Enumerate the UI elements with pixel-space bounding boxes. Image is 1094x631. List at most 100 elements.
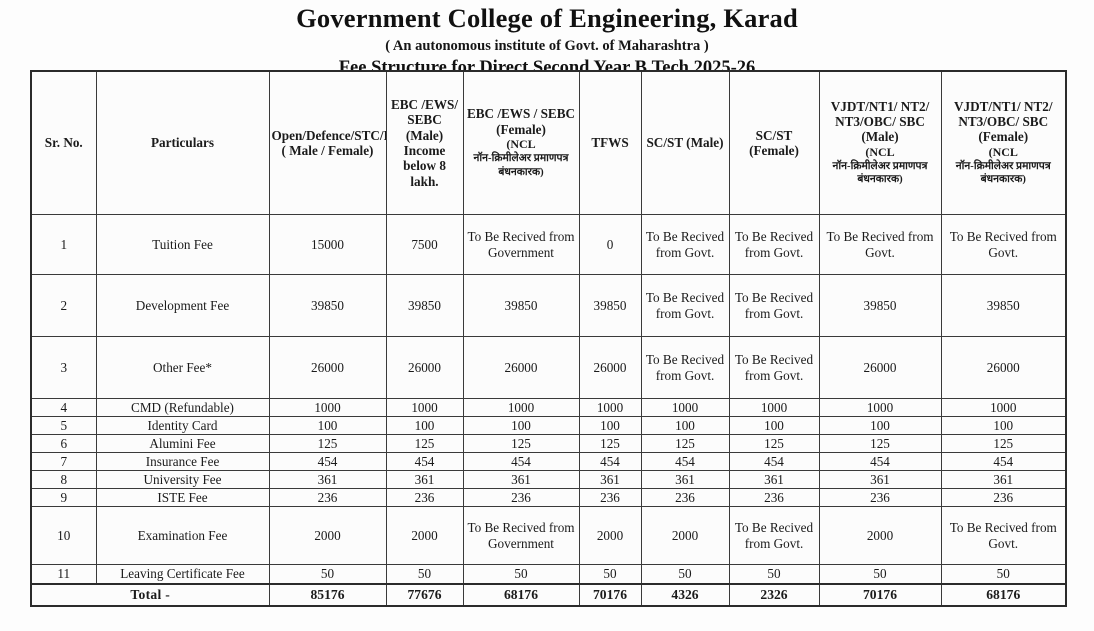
table-header: Sr. No. Particulars Open/Defence/STC/PTC… — [30, 70, 1067, 215]
header-devanagari-text: नॉन-क्रिमीलेअर प्रमाणपत्र बंधनकारक) — [473, 153, 569, 178]
cell-ebc-male: 361 — [385, 470, 464, 489]
cell-particulars: CMD (Refundable) — [95, 398, 270, 417]
column-header-sc-st-female: SC/ST (Female) — [728, 70, 820, 215]
cell-open: 1000 — [268, 398, 387, 417]
cell-sr-no: 4 — [30, 398, 97, 417]
cell-tfws: 361 — [578, 470, 642, 489]
cell-sc-female: 125 — [728, 434, 820, 453]
cell-open: 125 — [268, 434, 387, 453]
cell-particulars: Leaving Certificate Fee — [95, 564, 270, 585]
total-vjdt-female: 68176 — [940, 583, 1067, 607]
cell-vjdt-male: 1000 — [818, 398, 942, 417]
cell-sc-female: 1000 — [728, 398, 820, 417]
cell-ebc-female: To Be Recived from Government — [462, 506, 580, 565]
table-row: 10 Examination Fee 2000 2000 To Be Reciv… — [30, 506, 1067, 565]
cell-tfws: 26000 — [578, 336, 642, 399]
cell-sc-female: 100 — [728, 416, 820, 435]
cell-tfws: 454 — [578, 452, 642, 471]
cell-sc-female: To Be Recived from Govt. — [728, 214, 820, 275]
cell-sr-no: 2 — [30, 274, 97, 337]
cell-sr-no: 9 — [30, 488, 97, 507]
cell-sc-female: 361 — [728, 470, 820, 489]
column-header-vjdt-female: VJDT/NT1/ NT2/ NT3/OBC/ SBC (Female) (NC… — [940, 70, 1067, 215]
total-tfws: 70176 — [578, 583, 642, 607]
header-main-text: VJDT/NT1/ NT2/ NT3/OBC/ SBC (Male) — [830, 98, 930, 145]
cell-vjdt-female: To Be Recived from Govt. — [940, 506, 1067, 565]
header-devanagari-text: नॉन-क्रिमीलेअर प्रमाणपत्र बंधनकारक) — [955, 160, 1051, 186]
table-row: 5 Identity Card 100 100 100 100 100 100 … — [30, 416, 1067, 435]
cell-particulars: Other Fee* — [95, 336, 270, 399]
cell-vjdt-male: 26000 — [818, 336, 942, 399]
cell-open: 15000 — [268, 214, 387, 275]
column-header-ebc-ews-sebc-male: EBC /EWS/ SEBC (Male) Income below 8 lak… — [385, 70, 464, 215]
cell-particulars: Examination Fee — [95, 506, 270, 565]
header-main-text: EBC /EWS / SEBC (Female) — [466, 106, 576, 137]
cell-sc-male: 454 — [640, 452, 730, 471]
cell-ebc-male: 2000 — [385, 506, 464, 565]
cell-particulars: ISTE Fee — [95, 488, 270, 507]
cell-vjdt-female: 39850 — [940, 274, 1067, 337]
cell-vjdt-female: 26000 — [940, 336, 1067, 399]
document-subtitle: ( An autonomous institute of Govt. of Ma… — [385, 37, 709, 54]
cell-sc-female: 50 — [728, 564, 820, 585]
cell-sc-female: 454 — [728, 452, 820, 471]
cell-sc-male: 100 — [640, 416, 730, 435]
cell-ebc-male: 1000 — [385, 398, 464, 417]
table-row: 4 CMD (Refundable) 1000 1000 1000 1000 1… — [30, 398, 1067, 417]
header-main-text: VJDT/NT1/ NT2/ NT3/OBC/ SBC (Female) — [953, 98, 1053, 145]
cell-particulars: Insurance Fee — [95, 452, 270, 471]
cell-ebc-female: 26000 — [462, 336, 580, 399]
cell-vjdt-male: 454 — [818, 452, 942, 471]
cell-ebc-male: 236 — [385, 488, 464, 507]
cell-vjdt-male: 2000 — [818, 506, 942, 565]
document-heading: Government College of Engineering, Karad… — [0, 0, 1094, 79]
cell-vjdt-male: 50 — [818, 564, 942, 585]
table-header-row: Sr. No. Particulars Open/Defence/STC/PTC… — [30, 70, 1067, 215]
cell-sc-female: To Be Recived from Govt. — [728, 506, 820, 565]
cell-sr-no: 3 — [30, 336, 97, 399]
page-title: Government College of Engineering, Karad — [296, 3, 798, 33]
column-header-sr-no: Sr. No. — [30, 70, 97, 215]
cell-sc-female: To Be Recived from Govt. — [728, 274, 820, 337]
cell-vjdt-male: 39850 — [818, 274, 942, 337]
cell-tfws: 50 — [578, 564, 642, 585]
cell-particulars: Identity Card — [95, 416, 270, 435]
header-devanagari-text: नॉन-क्रिमीलेअर प्रमाणपत्र बंधनकारक) — [832, 160, 928, 186]
cell-particulars: University Fee — [95, 470, 270, 489]
column-header-tfws: TFWS — [578, 70, 642, 215]
cell-vjdt-male: 236 — [818, 488, 942, 507]
cell-vjdt-male: 100 — [818, 416, 942, 435]
table-row: 2 Development Fee 39850 39850 39850 3985… — [30, 274, 1067, 337]
total-ebc-female: 68176 — [462, 583, 580, 607]
cell-tfws: 236 — [578, 488, 642, 507]
cell-sr-no: 1 — [30, 214, 97, 275]
cell-vjdt-female: 125 — [940, 434, 1067, 453]
cell-vjdt-female: 236 — [940, 488, 1067, 507]
cell-sc-male: 236 — [640, 488, 730, 507]
cell-ebc-female: 361 — [462, 470, 580, 489]
cell-ebc-male: 39850 — [385, 274, 464, 337]
cell-ebc-male: 454 — [385, 452, 464, 471]
cell-particulars: Tuition Fee — [95, 214, 270, 275]
fee-structure-table: Sr. No. Particulars Open/Defence/STC/PTC… — [30, 70, 1067, 607]
cell-ebc-female: 454 — [462, 452, 580, 471]
cell-sr-no: 8 — [30, 470, 97, 489]
cell-vjdt-male: To Be Recived from Govt. — [818, 214, 942, 275]
cell-ebc-female: To Be Recived from Government — [462, 214, 580, 275]
cell-ebc-male: 50 — [385, 564, 464, 585]
cell-ebc-male: 26000 — [385, 336, 464, 399]
cell-open: 50 — [268, 564, 387, 585]
header-ncl-text: (NCL नॉन-क्रिमीलेअर प्रमाणपत्र बंधनकारक) — [822, 145, 939, 188]
cell-vjdt-male: 361 — [818, 470, 942, 489]
cell-sc-male: To Be Recived from Govt. — [640, 214, 730, 275]
column-header-ebc-ews-sebc-female: EBC /EWS / SEBC (Female) (NCL नॉन-क्रिमी… — [462, 70, 580, 215]
table-row: 3 Other Fee* 26000 26000 26000 26000 To … — [30, 336, 1067, 399]
cell-tfws: 1000 — [578, 398, 642, 417]
table-row: 8 University Fee 361 361 361 361 361 361… — [30, 470, 1067, 489]
cell-ebc-male: 7500 — [385, 214, 464, 275]
cell-ebc-female: 50 — [462, 564, 580, 585]
cell-sr-no: 6 — [30, 434, 97, 453]
cell-sc-male: 125 — [640, 434, 730, 453]
cell-sc-female: 236 — [728, 488, 820, 507]
cell-particulars: Development Fee — [95, 274, 270, 337]
